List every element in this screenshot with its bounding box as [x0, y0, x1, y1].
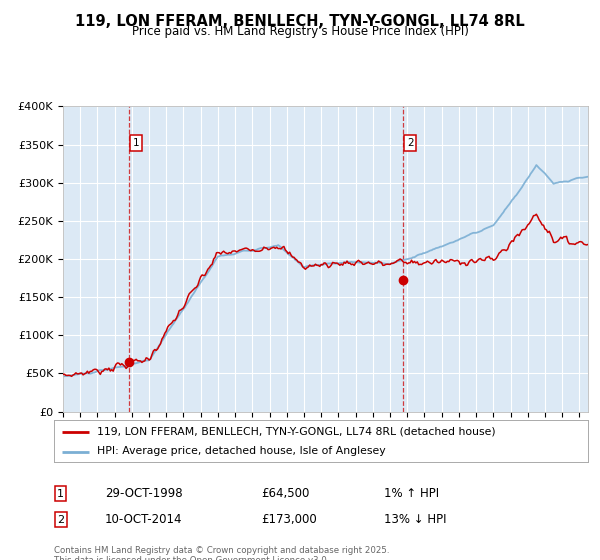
Text: 1: 1	[57, 489, 64, 499]
Text: 1: 1	[133, 138, 139, 148]
Text: 2: 2	[57, 515, 64, 525]
Text: £173,000: £173,000	[261, 513, 317, 526]
Text: £64,500: £64,500	[261, 487, 310, 501]
Text: 2: 2	[407, 138, 413, 148]
Text: 119, LON FFERAM, BENLLECH, TYN-Y-GONGL, LL74 8RL (detached house): 119, LON FFERAM, BENLLECH, TYN-Y-GONGL, …	[97, 427, 496, 437]
Text: 119, LON FFERAM, BENLLECH, TYN-Y-GONGL, LL74 8RL: 119, LON FFERAM, BENLLECH, TYN-Y-GONGL, …	[75, 14, 525, 29]
Text: 13% ↓ HPI: 13% ↓ HPI	[384, 513, 446, 526]
Text: HPI: Average price, detached house, Isle of Anglesey: HPI: Average price, detached house, Isle…	[97, 446, 385, 456]
Text: Contains HM Land Registry data © Crown copyright and database right 2025.
This d: Contains HM Land Registry data © Crown c…	[54, 546, 389, 560]
Text: 10-OCT-2014: 10-OCT-2014	[105, 513, 182, 526]
Text: 29-OCT-1998: 29-OCT-1998	[105, 487, 182, 501]
Text: Price paid vs. HM Land Registry's House Price Index (HPI): Price paid vs. HM Land Registry's House …	[131, 25, 469, 38]
Text: 1% ↑ HPI: 1% ↑ HPI	[384, 487, 439, 501]
